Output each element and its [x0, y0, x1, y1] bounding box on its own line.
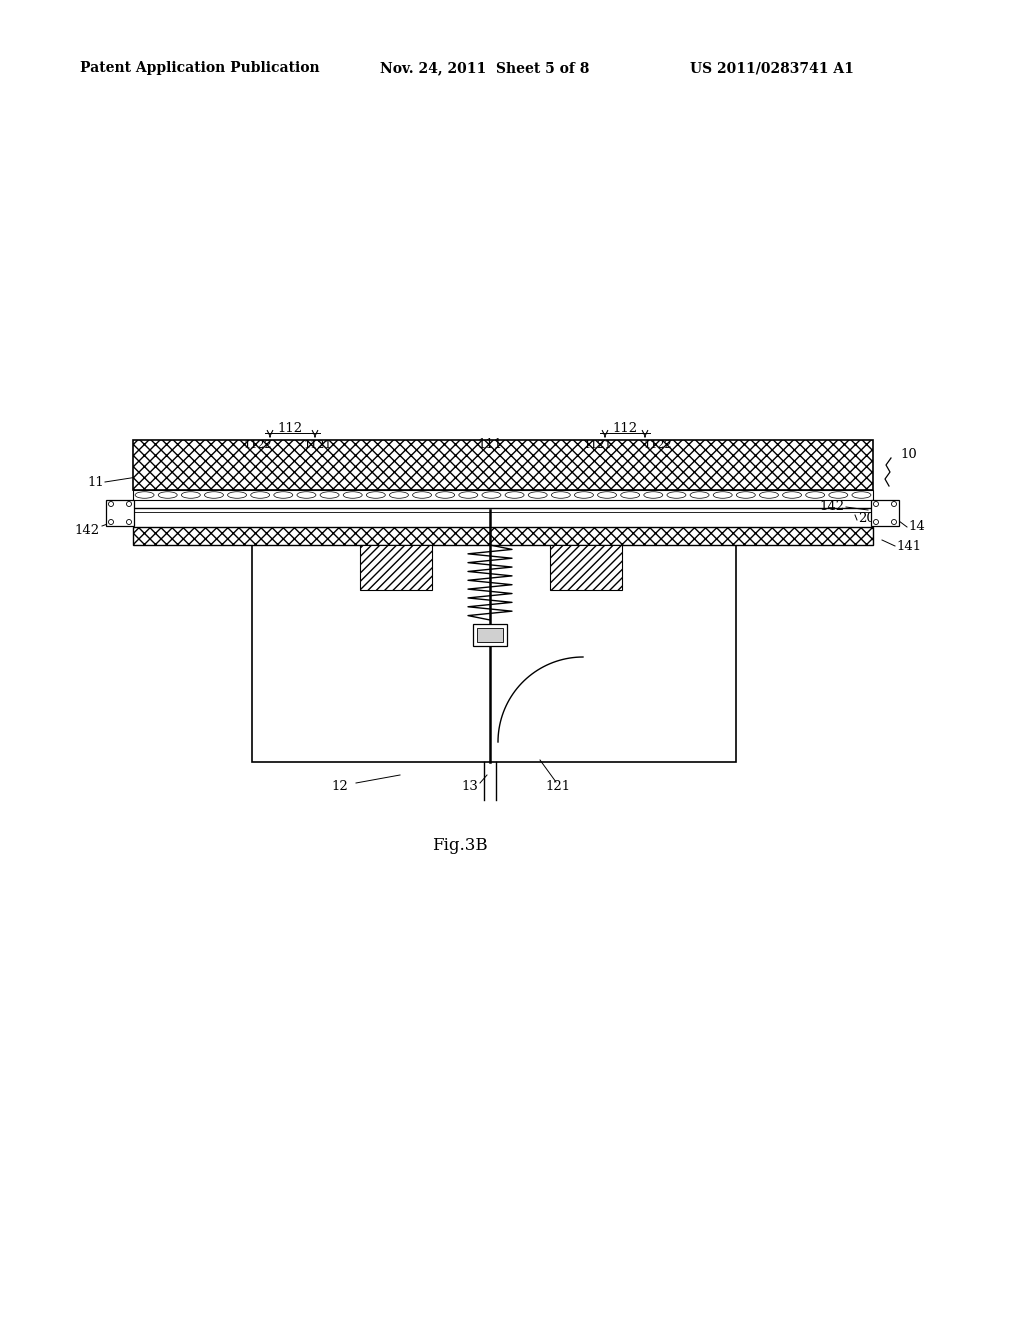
Circle shape [892, 502, 896, 507]
Bar [133, 440, 873, 490]
Circle shape [109, 502, 114, 507]
Circle shape [127, 520, 131, 524]
Ellipse shape [251, 492, 269, 498]
Text: US 2011/0283741 A1: US 2011/0283741 A1 [690, 61, 854, 75]
Circle shape [873, 502, 879, 507]
Circle shape [109, 520, 114, 524]
Bar [252, 545, 736, 762]
Text: 112: 112 [612, 421, 638, 434]
Ellipse shape [806, 492, 824, 498]
Circle shape [892, 520, 896, 524]
Text: 142: 142 [820, 500, 845, 513]
Ellipse shape [343, 492, 362, 498]
Ellipse shape [644, 492, 663, 498]
Text: 111: 111 [477, 438, 503, 451]
Ellipse shape [713, 492, 732, 498]
Ellipse shape [158, 492, 177, 498]
Ellipse shape [528, 492, 547, 498]
Bar [360, 545, 432, 590]
Bar [106, 500, 134, 525]
Text: 1122: 1122 [244, 440, 272, 450]
Circle shape [127, 502, 131, 507]
Circle shape [873, 520, 879, 524]
Text: 14: 14 [908, 520, 925, 533]
Text: 1121: 1121 [584, 440, 612, 450]
Ellipse shape [852, 492, 871, 498]
Ellipse shape [389, 492, 409, 498]
Ellipse shape [828, 492, 848, 498]
Ellipse shape [205, 492, 223, 498]
Ellipse shape [435, 492, 455, 498]
Ellipse shape [505, 492, 524, 498]
Bar [871, 500, 899, 525]
Text: 20: 20 [858, 511, 874, 524]
Ellipse shape [273, 492, 293, 498]
Text: Patent Application Publication: Patent Application Publication [80, 61, 319, 75]
Ellipse shape [413, 492, 431, 498]
Bar [473, 624, 507, 645]
Bar [133, 527, 873, 545]
Ellipse shape [297, 492, 316, 498]
Ellipse shape [782, 492, 802, 498]
Ellipse shape [760, 492, 778, 498]
Ellipse shape [621, 492, 640, 498]
Text: 112: 112 [278, 421, 302, 434]
Text: 141: 141 [896, 540, 922, 553]
Ellipse shape [574, 492, 594, 498]
Text: 1122: 1122 [644, 440, 672, 450]
Text: 142: 142 [75, 524, 100, 536]
Text: Nov. 24, 2011  Sheet 5 of 8: Nov. 24, 2011 Sheet 5 of 8 [380, 61, 590, 75]
Ellipse shape [482, 492, 501, 498]
Ellipse shape [367, 492, 385, 498]
Ellipse shape [181, 492, 201, 498]
Ellipse shape [551, 492, 570, 498]
Ellipse shape [321, 492, 339, 498]
Ellipse shape [459, 492, 478, 498]
Text: 121: 121 [546, 780, 570, 793]
Text: 13: 13 [462, 780, 478, 793]
Text: Fig.3B: Fig.3B [432, 837, 487, 854]
Text: 1121: 1121 [304, 440, 332, 450]
Ellipse shape [736, 492, 756, 498]
Bar [550, 545, 622, 590]
Text: 11: 11 [87, 475, 104, 488]
Bar [133, 490, 873, 500]
Bar [133, 440, 873, 490]
Ellipse shape [135, 492, 154, 498]
Ellipse shape [227, 492, 247, 498]
Bar [133, 527, 873, 545]
Ellipse shape [598, 492, 616, 498]
Ellipse shape [690, 492, 709, 498]
Bar [477, 628, 503, 642]
Bar [360, 545, 432, 590]
Text: 10: 10 [900, 449, 916, 462]
Ellipse shape [667, 492, 686, 498]
Text: 12: 12 [332, 780, 348, 793]
Bar [550, 545, 622, 590]
